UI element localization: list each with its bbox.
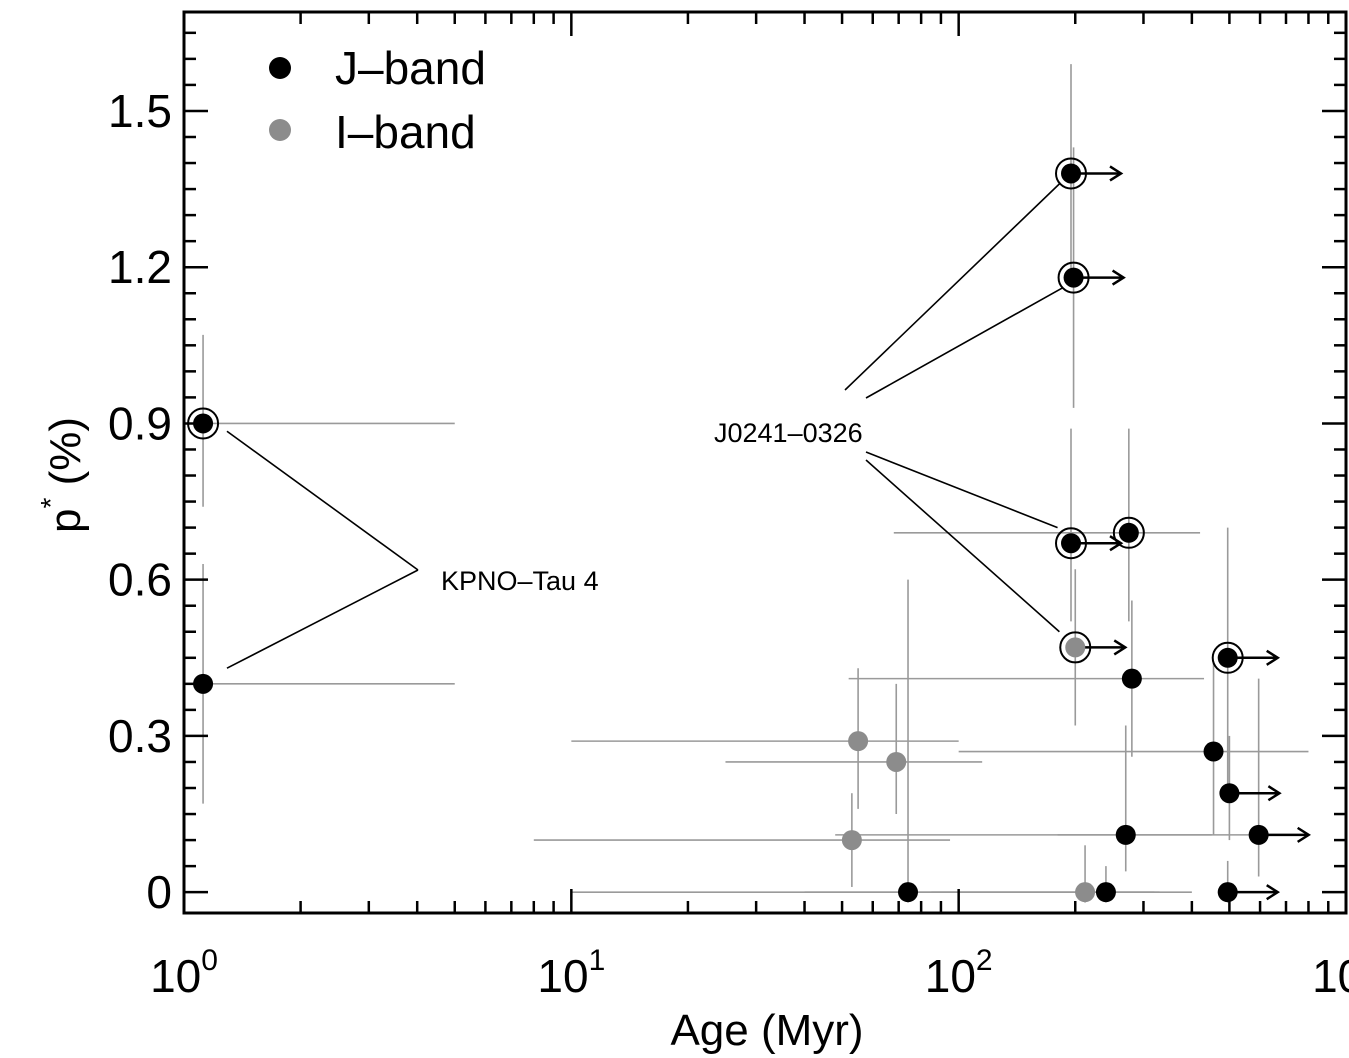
lower-limit-arrowhead bbox=[1296, 826, 1311, 843]
x-tick-label-base: 10 bbox=[537, 950, 588, 1002]
y-tick-label: 0.3 bbox=[108, 710, 172, 762]
x-tick-label-exponent: 2 bbox=[976, 944, 993, 977]
annotation-kpno-tau-4: KPNO–Tau 4 bbox=[441, 566, 599, 596]
data-point-i-band bbox=[1075, 882, 1096, 903]
annotation-leader-line bbox=[865, 287, 1063, 399]
highlight-ring bbox=[1055, 527, 1088, 560]
x-tick-label-base: 10 bbox=[150, 950, 201, 1002]
annotation-leader-line bbox=[226, 430, 419, 571]
legend-label-j-band: J–band bbox=[335, 42, 486, 94]
x-tick-label-exponent: 1 bbox=[589, 944, 606, 977]
data-point-j-band bbox=[1061, 163, 1082, 184]
y-tick-label: 0 bbox=[146, 866, 172, 918]
y-tick-label: 0.9 bbox=[108, 397, 172, 449]
y-tick-label: 1.5 bbox=[108, 85, 172, 137]
x-tick-label: 101 bbox=[537, 944, 605, 1002]
axes: 10010110210300.30.60.91.21.5 bbox=[108, 10, 1349, 1002]
highlight-ring bbox=[1112, 516, 1145, 549]
annotations bbox=[226, 183, 1063, 669]
data-point-j-band bbox=[1121, 668, 1142, 689]
data-point-j-band bbox=[1219, 783, 1240, 804]
lower-limit-arrowhead bbox=[1113, 639, 1128, 656]
y-axis-label: p* (%) bbox=[35, 417, 90, 533]
data-point-j-band bbox=[1063, 267, 1084, 288]
lower-limit-arrowhead bbox=[1111, 269, 1126, 286]
annotation-leader-line bbox=[865, 459, 1060, 633]
plot-frame bbox=[182, 10, 1348, 915]
y-axis-label-main: p bbox=[41, 509, 90, 533]
legend-label-i-band: I–band bbox=[335, 106, 476, 158]
data-point-j-band bbox=[1095, 882, 1116, 903]
data-point-i-band bbox=[1065, 637, 1086, 658]
lower-limit-arrowhead bbox=[1266, 884, 1281, 901]
data-point-j-band bbox=[1217, 882, 1238, 903]
data-point-j-band bbox=[1061, 533, 1082, 554]
x-axis-label: Age (Myr) bbox=[670, 1006, 863, 1055]
data-point-j-band bbox=[1115, 824, 1136, 845]
x-tick-label-base: 10 bbox=[1312, 950, 1349, 1002]
highlight-ring bbox=[1059, 631, 1092, 664]
annotation-leader-line bbox=[865, 451, 1058, 529]
data-point-j-band bbox=[1118, 522, 1139, 543]
highlight-ring bbox=[1055, 157, 1088, 190]
lower-limit-arrowhead bbox=[1109, 535, 1124, 552]
lower-limit-arrowhead bbox=[1109, 165, 1124, 182]
y-axis-label-superscript: * bbox=[35, 498, 66, 509]
legend: J–band I–band bbox=[269, 42, 486, 158]
y-tick-label: 1.2 bbox=[108, 241, 172, 293]
x-tick-label-base: 10 bbox=[925, 950, 976, 1002]
data-point-j-band bbox=[1248, 824, 1269, 845]
x-tick-label-exponent: 0 bbox=[201, 944, 218, 977]
highlight-ring bbox=[1057, 261, 1090, 294]
lower-limit-arrowhead bbox=[1267, 785, 1282, 802]
y-axis-label-unit: (%) bbox=[41, 417, 90, 498]
y-tick-label: 0.6 bbox=[108, 554, 172, 606]
data-point-j-band bbox=[193, 673, 214, 694]
data-points bbox=[187, 157, 1311, 903]
annotation-j0241-0326: J0241–0326 bbox=[714, 418, 863, 448]
data-point-j-band bbox=[1203, 741, 1224, 762]
annotation-leader-line bbox=[226, 569, 419, 669]
highlight-ring bbox=[1211, 641, 1244, 674]
legend-marker-i-band bbox=[269, 119, 291, 141]
lower-limit-arrowhead bbox=[1266, 649, 1281, 666]
x-tick-label: 103 bbox=[1312, 944, 1349, 1002]
data-point-j-band bbox=[1217, 647, 1238, 668]
data-point-i-band bbox=[848, 731, 869, 752]
data-point-j-band bbox=[898, 882, 919, 903]
data-point-i-band bbox=[841, 830, 862, 851]
x-tick-label: 100 bbox=[150, 944, 218, 1002]
x-tick-label: 102 bbox=[925, 944, 993, 1002]
legend-marker-j-band bbox=[269, 57, 291, 79]
annotation-leader-line bbox=[844, 183, 1060, 391]
data-point-i-band bbox=[886, 751, 907, 772]
